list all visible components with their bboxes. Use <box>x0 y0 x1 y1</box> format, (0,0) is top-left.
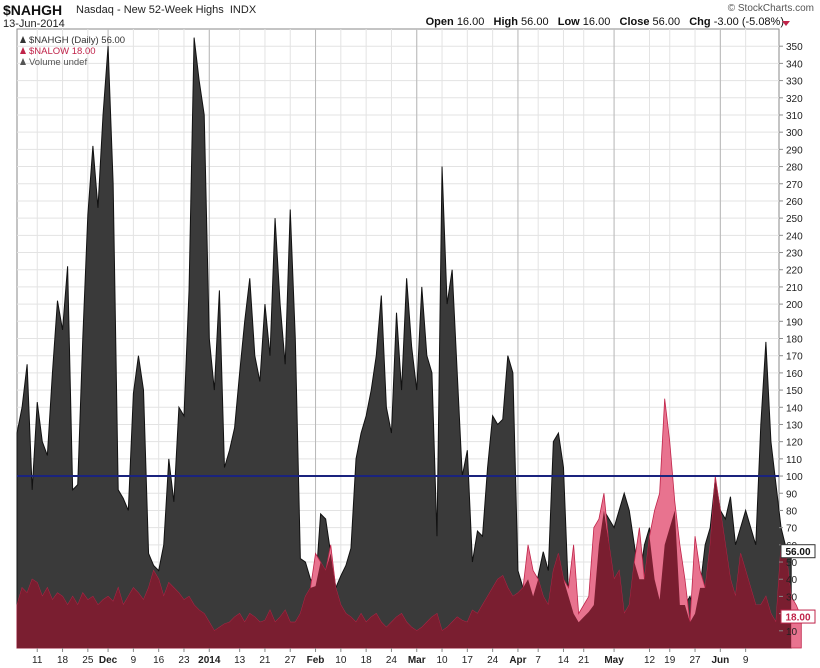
x-tick-label: 18 <box>57 655 69 666</box>
y-tick-label: 320 <box>786 94 803 105</box>
chg-value: -3.00 (-5.08%) <box>713 16 784 28</box>
y-tick-label: 100 <box>786 472 803 483</box>
y-tick-label: 350 <box>786 42 803 53</box>
x-tick-label: Jun <box>711 655 729 666</box>
x-tick-label: 21 <box>578 655 590 666</box>
close-value: 56.00 <box>652 16 681 28</box>
y-tick-label: 310 <box>786 111 803 122</box>
chart-date: 13-Jun-2014 <box>3 18 65 30</box>
x-axis: 11 18 25 Dec 9 16 23 2014 13 21 27 Feb 10 18 24 Mar 10 17… <box>32 648 749 666</box>
y-tick-label: 290 <box>786 145 803 156</box>
y-tick-label: 260 <box>786 197 803 208</box>
x-tick-label: 25 <box>82 655 94 666</box>
y-tick-label: 250 <box>786 214 803 225</box>
y-tick-label: 280 <box>786 163 803 174</box>
y-tick-label: 70 <box>786 524 798 535</box>
x-tick-label: 16 <box>153 655 165 666</box>
legend-swatch-icon <box>20 47 26 54</box>
legend-entry: $NALOW 18.00 <box>29 46 96 57</box>
series-areas <box>16 37 802 649</box>
y-tick-label: 230 <box>786 249 803 260</box>
close-label: Close <box>619 16 650 28</box>
y-tick-label: 210 <box>786 283 803 294</box>
y-tick-label: 300 <box>786 128 803 139</box>
x-tick-label: 13 <box>234 655 246 666</box>
y-tick-label: 120 <box>786 438 803 449</box>
x-tick-label: 19 <box>664 655 676 666</box>
x-tick-label: 17 <box>462 655 474 666</box>
y-tick-label: 10 <box>786 627 798 638</box>
x-tick-label: Dec <box>99 655 118 666</box>
nalow-last-badge <box>780 609 816 624</box>
x-tick-label: Mar <box>408 655 426 666</box>
low-value: 16.00 <box>582 16 611 28</box>
y-tick-label: 200 <box>786 300 803 311</box>
open-value: 16.00 <box>456 16 485 28</box>
y-tick-label: 90 <box>786 489 798 500</box>
legend-entry: Volume undef <box>29 57 87 68</box>
y-tick-label: 330 <box>786 77 803 88</box>
y-tick-label: 130 <box>786 420 803 431</box>
x-tick-label: 2014 <box>198 655 221 666</box>
x-tick-label: 14 <box>558 655 570 666</box>
nalow-last-value: 18.00 <box>785 613 810 624</box>
ohlc-summary: Open 16.00 High 56.00 Low 16.00 Close 56… <box>426 16 784 28</box>
x-tick-label: 24 <box>386 655 398 666</box>
x-tick-label: May <box>604 655 624 666</box>
open-label: Open <box>425 16 454 28</box>
x-tick-label: 9 <box>131 655 137 666</box>
x-tick-label: 9 <box>743 655 749 666</box>
x-tick-label: Apr <box>509 655 526 666</box>
x-tick-label: 11 <box>32 655 43 666</box>
y-tick-label: 170 <box>786 352 803 363</box>
y-tick-label: 160 <box>786 369 803 380</box>
y-tick-label: 50 <box>786 558 798 569</box>
x-tick-label: 21 <box>259 655 271 666</box>
exchange-label: INDX <box>229 4 257 16</box>
x-tick-label: Feb <box>307 655 325 666</box>
x-tick-label: 12 <box>644 655 656 666</box>
legend-entry: $NAHGH (Daily) 56.00 <box>29 35 125 46</box>
legend-swatch-icon <box>20 58 26 65</box>
x-tick-label: 27 <box>285 655 297 666</box>
y-tick-label: 240 <box>786 231 803 242</box>
x-tick-label: 24 <box>487 655 499 666</box>
y-tick-label: 80 <box>786 506 798 517</box>
brand-watermark[interactable]: © StockCharts.com <box>727 3 814 14</box>
y-tick-label: 340 <box>786 59 803 70</box>
legend-swatch-icon <box>20 36 26 43</box>
low-label: Low <box>557 16 580 28</box>
y-tick-label: 140 <box>786 403 803 414</box>
x-tick-label: 27 <box>689 655 701 666</box>
y-tick-label: 30 <box>786 592 798 603</box>
overlap-area <box>17 479 792 648</box>
x-tick-label: 23 <box>178 655 190 666</box>
y-tick-label: 270 <box>786 180 803 191</box>
nahgh-last-badge <box>780 544 816 559</box>
x-tick-label: 18 <box>361 655 373 666</box>
x-tick-label: 7 <box>535 655 541 666</box>
high-value: 56.00 <box>521 16 549 28</box>
y-tick-label: 220 <box>786 266 803 277</box>
x-tick-label: 10 <box>335 655 347 666</box>
chg-label: Chg <box>689 16 711 28</box>
symbol-description: Nasdaq - New 52-Week Highs INDX <box>76 4 256 16</box>
high-label: High <box>493 16 518 28</box>
symbol-title: $NAHGH <box>3 2 63 18</box>
y-tick-label: 110 <box>786 455 802 466</box>
y-tick-label: 180 <box>786 335 803 346</box>
y-tick-label: 40 <box>786 575 798 586</box>
nahgh-last-value: 56.00 <box>785 547 810 558</box>
last-value-badges: 56.00 18.00 <box>780 544 816 624</box>
y-tick-label: 190 <box>786 317 803 328</box>
down-arrow-icon <box>782 21 790 26</box>
description-text: Nasdaq - New 52-Week Highs <box>76 4 224 16</box>
x-tick-label: 10 <box>436 655 448 666</box>
y-tick-label: 150 <box>786 386 803 397</box>
y-axis: 1020304050607080901001101201301401501601… <box>779 42 803 638</box>
